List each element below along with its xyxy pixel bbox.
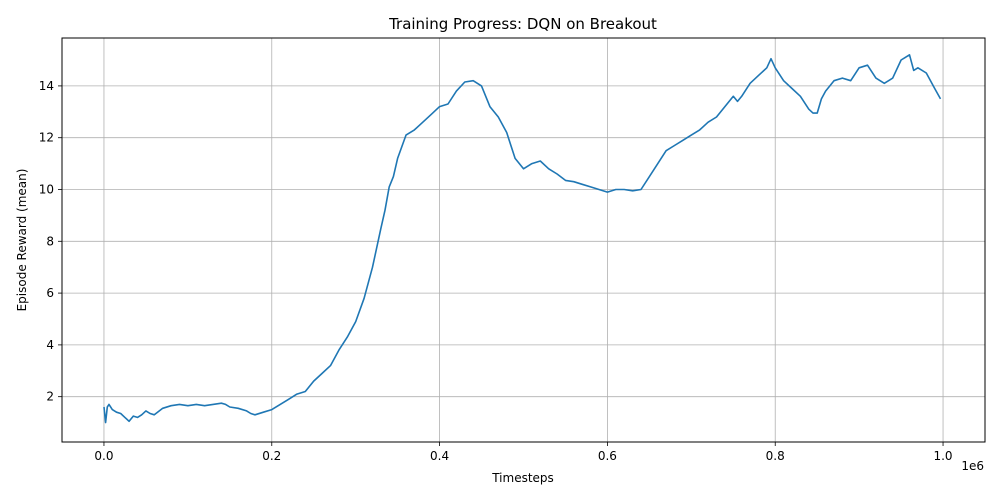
x-tick-label: 0.0 <box>94 449 113 463</box>
x-tick-label: 0.2 <box>262 449 281 463</box>
y-tick-label: 2 <box>46 390 54 404</box>
plot-frame <box>61 37 986 443</box>
series-line <box>103 53 942 424</box>
x-tick-label: 0.4 <box>430 449 449 463</box>
y-tick-label: 8 <box>46 234 54 248</box>
x-tick-label: 0.6 <box>598 449 617 463</box>
chart-title: Training Progress: DQN on Breakout <box>388 15 657 33</box>
x-axis-offset-label: 1e6 <box>961 459 984 473</box>
y-tick-label: 4 <box>46 338 54 352</box>
y-tick-label: 10 <box>39 183 54 197</box>
x-axis-label: Timesteps <box>491 471 554 485</box>
y-tick-label: 6 <box>46 286 54 300</box>
x-tick-label: 1.0 <box>933 449 952 463</box>
y-axis-label: Episode Reward (mean) <box>15 169 29 312</box>
y-tick-label: 12 <box>39 131 54 145</box>
line-layer <box>103 53 942 424</box>
x-tick-label: 0.8 <box>766 449 785 463</box>
y-tick-label: 14 <box>39 79 54 93</box>
tick-layer: 0.0 0.2 0.4 0.6 0.8 1.0 2 4 6 8 10 12 14 <box>39 79 953 463</box>
grid-layer <box>62 38 985 442</box>
